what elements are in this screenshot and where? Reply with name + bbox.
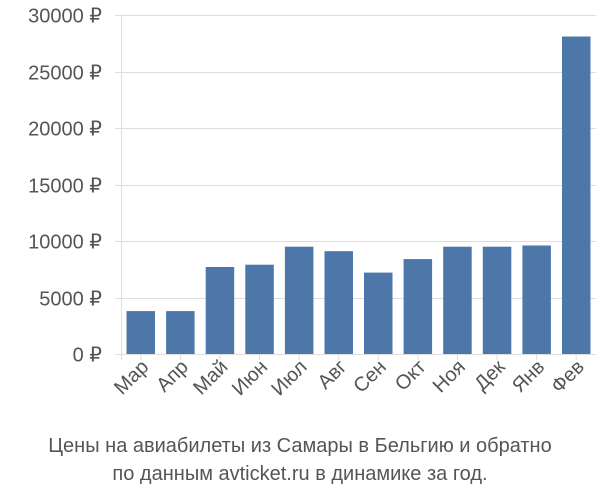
axes xyxy=(121,15,577,360)
x-tick-label: Июн xyxy=(228,356,272,400)
bar xyxy=(522,245,551,354)
x-tick-label: Дек xyxy=(470,356,509,395)
y-tick-label: 15000 ₽ xyxy=(28,176,102,198)
x-tick-label: Окт xyxy=(391,356,430,395)
y-tick-label: 10000 ₽ xyxy=(28,232,102,254)
y-tick-label: 30000 ₽ xyxy=(28,6,102,28)
x-tick-label: Май xyxy=(189,356,232,399)
bar xyxy=(284,246,314,354)
x-tick-label: Ноя xyxy=(429,356,470,397)
bar-chart: 0 ₽ 5000 ₽ 10000 ₽ 15000 ₽ 20000 ₽ 25000 ₽ 300… xyxy=(28,6,596,400)
bar xyxy=(562,36,591,354)
bars xyxy=(126,36,591,354)
x-tick-label: Сен xyxy=(349,356,390,397)
x-tick-label: Июл xyxy=(267,356,311,400)
y-tick-labels: 0 ₽ 5000 ₽ 10000 ₽ 15000 ₽ 20000 ₽ 25000 ₽ 300… xyxy=(28,6,102,367)
bar xyxy=(166,311,195,354)
y-tick-label: 0 ₽ xyxy=(73,345,103,367)
chart-caption-line1: Цены на авиабилеты из Самары в Бельгию и… xyxy=(48,435,552,457)
bar xyxy=(482,246,512,354)
x-tick-label: Мар xyxy=(110,356,153,399)
y-tick-label: 5000 ₽ xyxy=(39,289,102,311)
bar xyxy=(443,246,472,354)
chart-caption-line2: по данным avticket.ru в динамике за год. xyxy=(112,463,488,485)
bar xyxy=(324,251,353,354)
bar xyxy=(403,259,433,354)
y-tick-label: 20000 ₽ xyxy=(28,119,102,141)
x-tick-label: Фев xyxy=(547,356,589,398)
x-tick-label: Апр xyxy=(152,356,193,397)
bar xyxy=(245,264,274,354)
bar xyxy=(364,272,393,354)
y-tick-label: 25000 ₽ xyxy=(28,63,102,85)
x-tick-label: Янв xyxy=(508,356,549,397)
bar xyxy=(205,267,235,354)
x-tick-label: Авг xyxy=(314,356,352,394)
grid-lines xyxy=(115,15,596,355)
bar xyxy=(126,311,155,354)
